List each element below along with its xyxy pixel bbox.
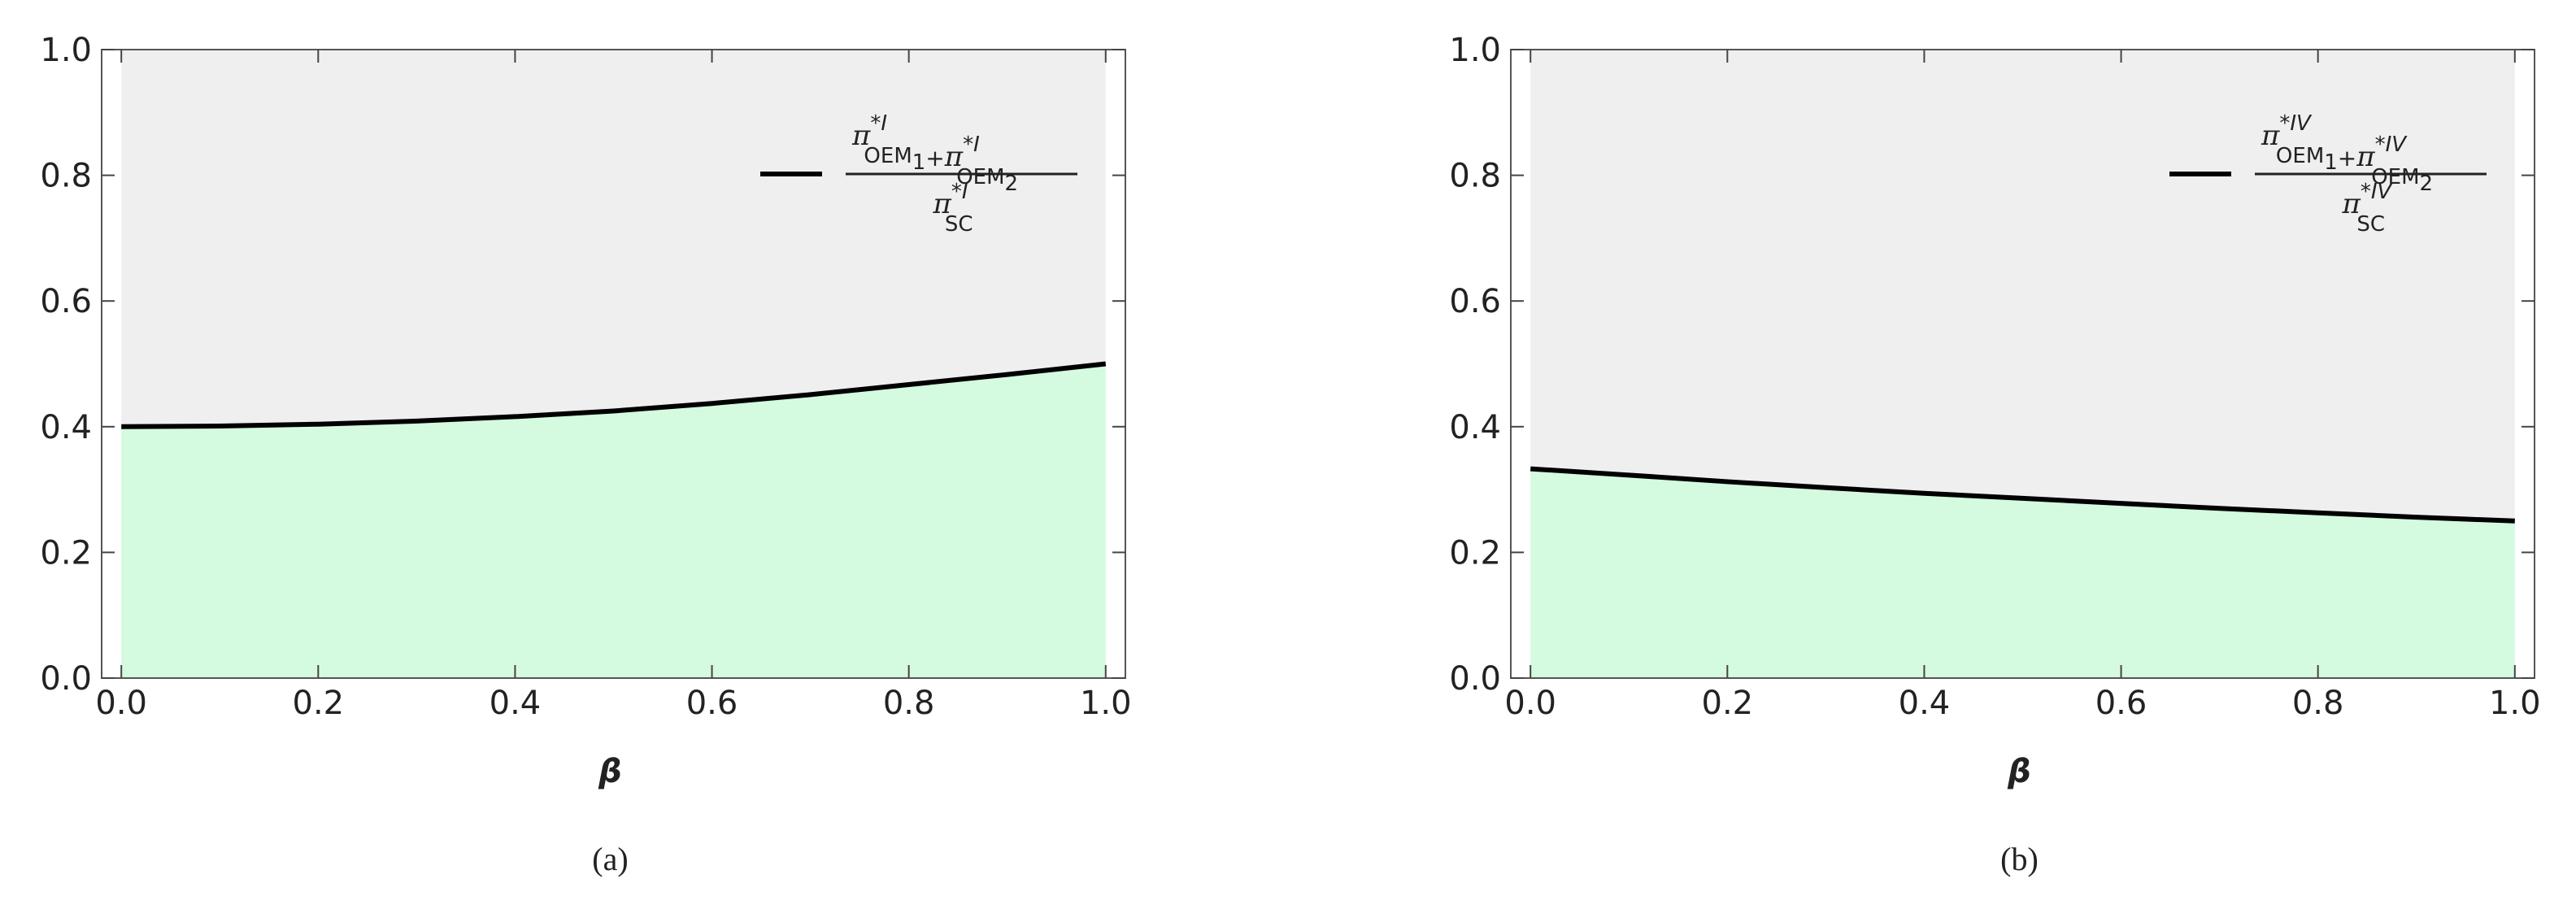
legend-sup: *I xyxy=(870,111,887,136)
legend-sup: *IV xyxy=(2279,111,2313,136)
y-tick-label: 0.2 xyxy=(40,534,92,572)
panel-label: (a) xyxy=(592,841,628,877)
x-tick-label: 0.8 xyxy=(883,685,935,722)
legend-operator: + xyxy=(2338,145,2356,172)
legend-symbol: π xyxy=(2261,120,2280,152)
panel-label: (b) xyxy=(2000,841,2039,877)
y-tick-label: 0.6 xyxy=(1449,283,1501,320)
legend-sub: OEM xyxy=(2371,165,2419,189)
x-tick-label: 0.8 xyxy=(2292,685,2344,722)
legend-symbol: π xyxy=(851,120,871,152)
legend-subsub: 2 xyxy=(1005,172,1019,196)
legend-sup: *IV xyxy=(2375,133,2408,157)
y-tick-label: 0.8 xyxy=(1449,158,1501,195)
y-tick-label: 0.4 xyxy=(1449,409,1501,446)
x-tick-label: 0.0 xyxy=(95,685,147,722)
x-tick-label: 0.6 xyxy=(2095,685,2147,722)
legend-denominator: π*I SC xyxy=(933,180,973,237)
y-tick-label: 0.0 xyxy=(40,660,92,698)
y-tick-label: 1.0 xyxy=(1449,32,1501,69)
legend-symbol: π xyxy=(933,188,952,220)
plot-border xyxy=(101,49,1126,679)
y-tick-label: 0.0 xyxy=(1449,660,1501,698)
legend-sub: OEM xyxy=(2276,144,2324,168)
y-tick-label: 0.4 xyxy=(40,409,92,446)
y-tick-label: 1.0 xyxy=(40,32,92,69)
y-tick-label: 0.8 xyxy=(40,158,92,195)
area xyxy=(121,363,1106,678)
legend-symbol: π xyxy=(944,141,964,173)
legend-subsub: 2 xyxy=(2420,172,2434,196)
legend-sup: *I xyxy=(951,180,968,204)
x-tick-label: 0.2 xyxy=(1702,685,1754,722)
legend-sup: *I xyxy=(963,133,980,157)
x-axis-label: β xyxy=(2007,753,2031,790)
legend-operator: + xyxy=(925,145,944,172)
legend-subsub: 1 xyxy=(2324,150,2338,175)
legend-symbol: π xyxy=(2342,188,2361,220)
y-tick-label: 0.2 xyxy=(1449,534,1501,572)
x-axis-label: β xyxy=(598,753,622,790)
legend-symbol: π xyxy=(2356,141,2375,173)
x-tick-label: 0.2 xyxy=(293,685,345,722)
legend-sub: SC xyxy=(945,212,973,237)
legend-sup: *IV xyxy=(2361,180,2394,204)
x-tick-label: 0.6 xyxy=(686,685,738,722)
x-tick-label: 1.0 xyxy=(1080,685,1132,722)
line xyxy=(121,361,1107,429)
x-tick-label: 0.4 xyxy=(490,685,542,722)
x-tick-label: 1.0 xyxy=(2489,685,2541,722)
legend-sub: SC xyxy=(2356,212,2385,237)
x-tick-label: 0.0 xyxy=(1504,685,1556,722)
legend-sub: OEM xyxy=(956,165,1004,189)
legend-numerator: π*I OEM1+π*I OEM2 xyxy=(851,111,1018,196)
line xyxy=(1530,466,2515,524)
legend-denominator: π*IV SC xyxy=(2342,180,2394,237)
x-tick-label: 0.4 xyxy=(1899,685,1951,722)
legend-subsub: 1 xyxy=(912,150,926,175)
legend-sub: OEM xyxy=(864,144,912,168)
plot-border xyxy=(1510,49,2535,679)
area xyxy=(1530,468,2515,678)
legend-numerator: π*IV OEM1+π*IV OEM2 xyxy=(2261,111,2433,196)
y-tick-label: 0.6 xyxy=(40,283,92,320)
